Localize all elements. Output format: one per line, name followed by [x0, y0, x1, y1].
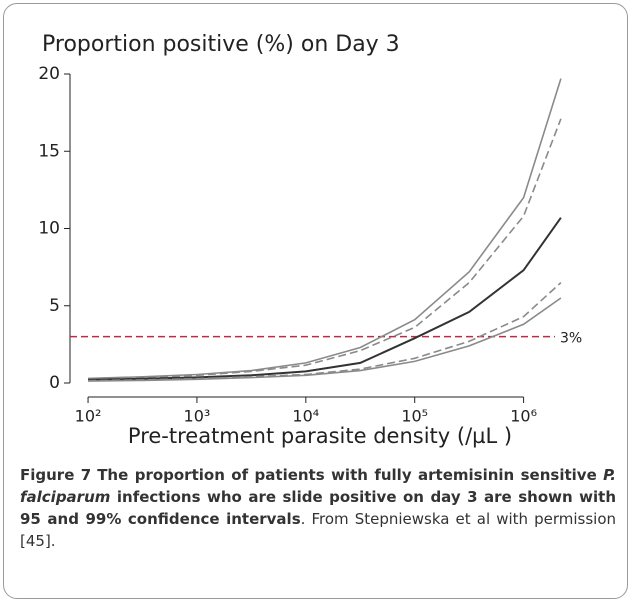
series-line — [87, 118, 562, 380]
x-tick-label: 10³ — [184, 407, 211, 426]
y-tick-label: 5 — [49, 296, 60, 316]
caption: Figure 7 The proportion of patients with… — [20, 464, 616, 552]
caption-text: . From Stepniewska et al with permission… — [20, 510, 617, 550]
chart-title: Proportion positive (%) on Day 3 — [42, 32, 400, 57]
x-tick-label: 10⁶ — [510, 407, 537, 426]
figure-frame — [3, 3, 628, 599]
x-axis-label: Pre-treatment parasite density (/µL ) — [128, 424, 512, 448]
series-line — [87, 217, 562, 381]
y-tick-label: 10 — [38, 219, 60, 239]
y-tick-label: 0 — [49, 373, 60, 393]
y-tick-label: 15 — [38, 141, 60, 161]
y-tick-label: 20 — [38, 64, 60, 84]
caption-label: Figure 7 — [20, 466, 92, 484]
series-line — [87, 282, 562, 382]
chart: Proportion positive (%) on Day 3 Pre-tre… — [38, 32, 582, 448]
x-tick-label: 10² — [75, 407, 102, 426]
caption-bold: infections who are slide positive on day… — [20, 488, 616, 528]
reference-label: 3% — [560, 331, 582, 347]
series-line — [87, 297, 562, 382]
caption-bold: The proportion of patients with fully ar… — [97, 466, 604, 484]
x-tick-label: 10⁵ — [401, 407, 428, 426]
caption-italic: P. falciparum — [20, 466, 616, 506]
x-tick-label: 10⁴ — [292, 407, 319, 426]
series-line — [87, 78, 562, 380]
